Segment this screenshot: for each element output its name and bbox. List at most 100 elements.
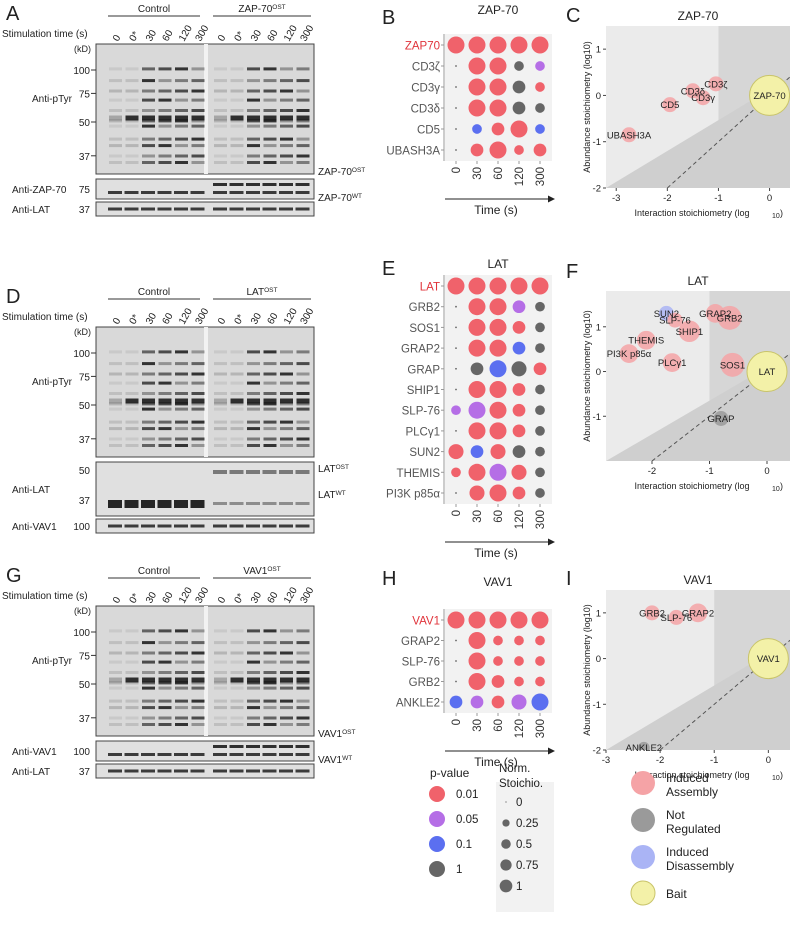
blot-band [125, 427, 139, 431]
blot-band [214, 154, 227, 158]
blot-band [280, 437, 293, 441]
blot-band [158, 660, 172, 664]
blot-band [214, 109, 227, 112]
blot-band [214, 677, 227, 683]
dot-mark [469, 485, 485, 501]
blot-band [109, 79, 122, 83]
blot-band [280, 392, 293, 395]
blot-band [125, 372, 139, 376]
blot-band [247, 381, 260, 385]
dot-mark [535, 82, 545, 92]
blot-band [263, 381, 277, 385]
antibody-label: Anti-pTyr [32, 377, 73, 388]
blot-band [263, 98, 277, 102]
blot-band [280, 154, 293, 158]
blot-band [125, 67, 139, 71]
plot-area [606, 291, 790, 461]
data-point [717, 305, 742, 330]
strip-band [213, 769, 227, 773]
lane-label: 0 [216, 595, 229, 606]
dot-mark [468, 339, 486, 357]
blot-band [142, 723, 155, 726]
blot-band [214, 629, 227, 633]
panel-letter: A [6, 3, 20, 25]
blot-band [191, 706, 205, 710]
dot-mark [489, 141, 507, 159]
blot-band [296, 161, 310, 164]
blot-band [214, 444, 227, 447]
blot-band [158, 372, 172, 376]
blot-band [247, 115, 260, 121]
blot-band [214, 686, 227, 690]
blot-band [280, 629, 293, 633]
blot-band [125, 641, 139, 645]
blot-band [230, 398, 244, 404]
axis-subscript: 10 [772, 486, 780, 493]
protein-label: LAT [420, 282, 440, 294]
y-axis-label: Abundance stoichiometry (log10) [582, 310, 592, 442]
blot-band [263, 79, 277, 83]
isoform-label: ZAP-70OST [318, 167, 365, 179]
x-tick-label: 0 [451, 510, 463, 516]
lane-label: 60 [161, 28, 176, 44]
lane-label: 0* [128, 592, 142, 606]
dot-mark [489, 381, 507, 398]
strip-band [246, 753, 260, 756]
blot-band [296, 144, 310, 148]
blot-band [142, 706, 155, 710]
dot-mark [535, 301, 545, 312]
lane-label: 120 [177, 23, 195, 43]
dot-mark [512, 80, 526, 94]
blot-band [230, 686, 244, 690]
blot-band [280, 723, 293, 726]
blot-band [280, 144, 293, 148]
blot-band [247, 651, 260, 655]
x-tick-label: -1 [710, 755, 718, 766]
blot-band [280, 67, 293, 71]
y-tick-label: -1 [593, 137, 601, 148]
dot-mark [449, 695, 463, 709]
blot-band [125, 677, 139, 683]
dot-mark [512, 383, 526, 396]
panel-letter: G [6, 565, 22, 587]
dot-mark [468, 611, 486, 629]
strip-band [279, 745, 293, 748]
blot-band [280, 89, 293, 93]
strip-band [229, 502, 244, 505]
blot-band [158, 651, 172, 655]
blot-band [263, 686, 277, 690]
dot-mark [512, 341, 526, 355]
protein-label: GRB2 [409, 302, 440, 314]
blot-band [296, 89, 310, 93]
dot-mark [489, 339, 507, 357]
blot-band [280, 671, 293, 674]
blot-band [230, 407, 244, 411]
strip-band [279, 183, 293, 186]
blot-band [175, 381, 188, 385]
blot-band [214, 79, 227, 83]
blot-band [247, 67, 260, 71]
x-tick-label: -3 [612, 193, 620, 204]
dot-mark [451, 467, 461, 478]
blot-band [109, 716, 122, 720]
blot-band [175, 144, 188, 148]
x-tick-label: 60 [493, 167, 505, 180]
antibody-label: Anti-VAV1 [12, 747, 57, 758]
blot-band [175, 161, 188, 164]
blot-band [247, 723, 260, 726]
strip-band [141, 524, 155, 528]
strip-blot [95, 763, 315, 779]
blot-band [280, 362, 293, 366]
blot-band [191, 629, 205, 633]
blot-band [109, 427, 122, 431]
x-tick-label: 0 [766, 755, 771, 766]
point-label: GRB2 [639, 608, 665, 619]
blot-band [158, 350, 172, 354]
blot-band [230, 723, 244, 726]
dot-mark [512, 300, 526, 314]
blot-band [175, 629, 188, 633]
strip-band [213, 207, 227, 211]
antibody-label: Anti-LAT [12, 205, 50, 216]
x-tick-label: -2 [663, 193, 671, 204]
dot-mark [535, 124, 545, 134]
